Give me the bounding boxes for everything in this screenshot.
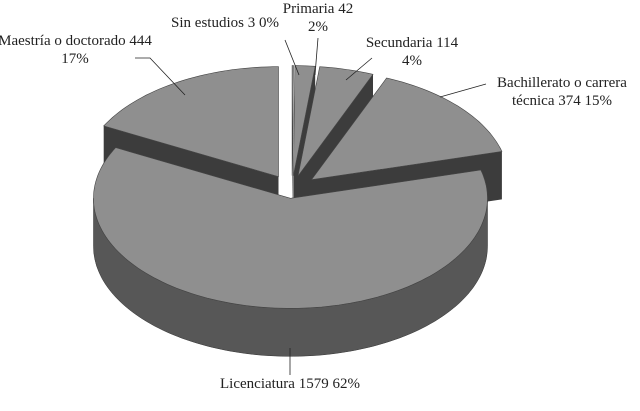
slice [310,77,503,181]
slice-label: Primaria 42 2% [278,0,358,36]
label-part: Licenciatura [220,376,295,392]
slice-label: Maestría o doctorado 444 17% [0,32,155,68]
slice [93,147,488,309]
label-part: 114 [436,35,459,51]
slice-label: Bachillerato o carrera técnica 374 15% [482,74,640,110]
slice-label: Secundaria 114 4% [362,34,462,70]
label-part: 17% [61,51,89,67]
leader-line [284,39,300,76]
slice-label: Sin estudios 3 0% [170,14,280,32]
leader-line [135,57,186,96]
label-part: 374 [558,93,581,109]
slice [103,66,279,178]
label-part: 42 [338,1,354,17]
label-part: 1579 [298,376,329,392]
slice [297,66,374,177]
label-part: Maestría o doctorado [0,33,126,49]
leader-line [314,37,319,76]
leader-line [439,83,487,98]
label-part: Sin estudios [171,15,244,31]
label-part: 444 [129,33,152,49]
slice [291,65,294,176]
label-part: Bachillerato o carrera técnica [497,75,627,109]
label-part: 15% [584,93,612,109]
label-part: 4% [402,53,422,69]
leader-line [345,57,373,81]
label-part: Secundaria [365,35,433,51]
label-part: 62% [332,376,360,392]
label-part: 3 [247,15,256,31]
label-part: Primaria [282,1,335,17]
label-part: 0% [258,15,279,31]
slice-label: Licenciatura 1579 62% [220,375,360,393]
label-part: 2% [308,19,328,35]
